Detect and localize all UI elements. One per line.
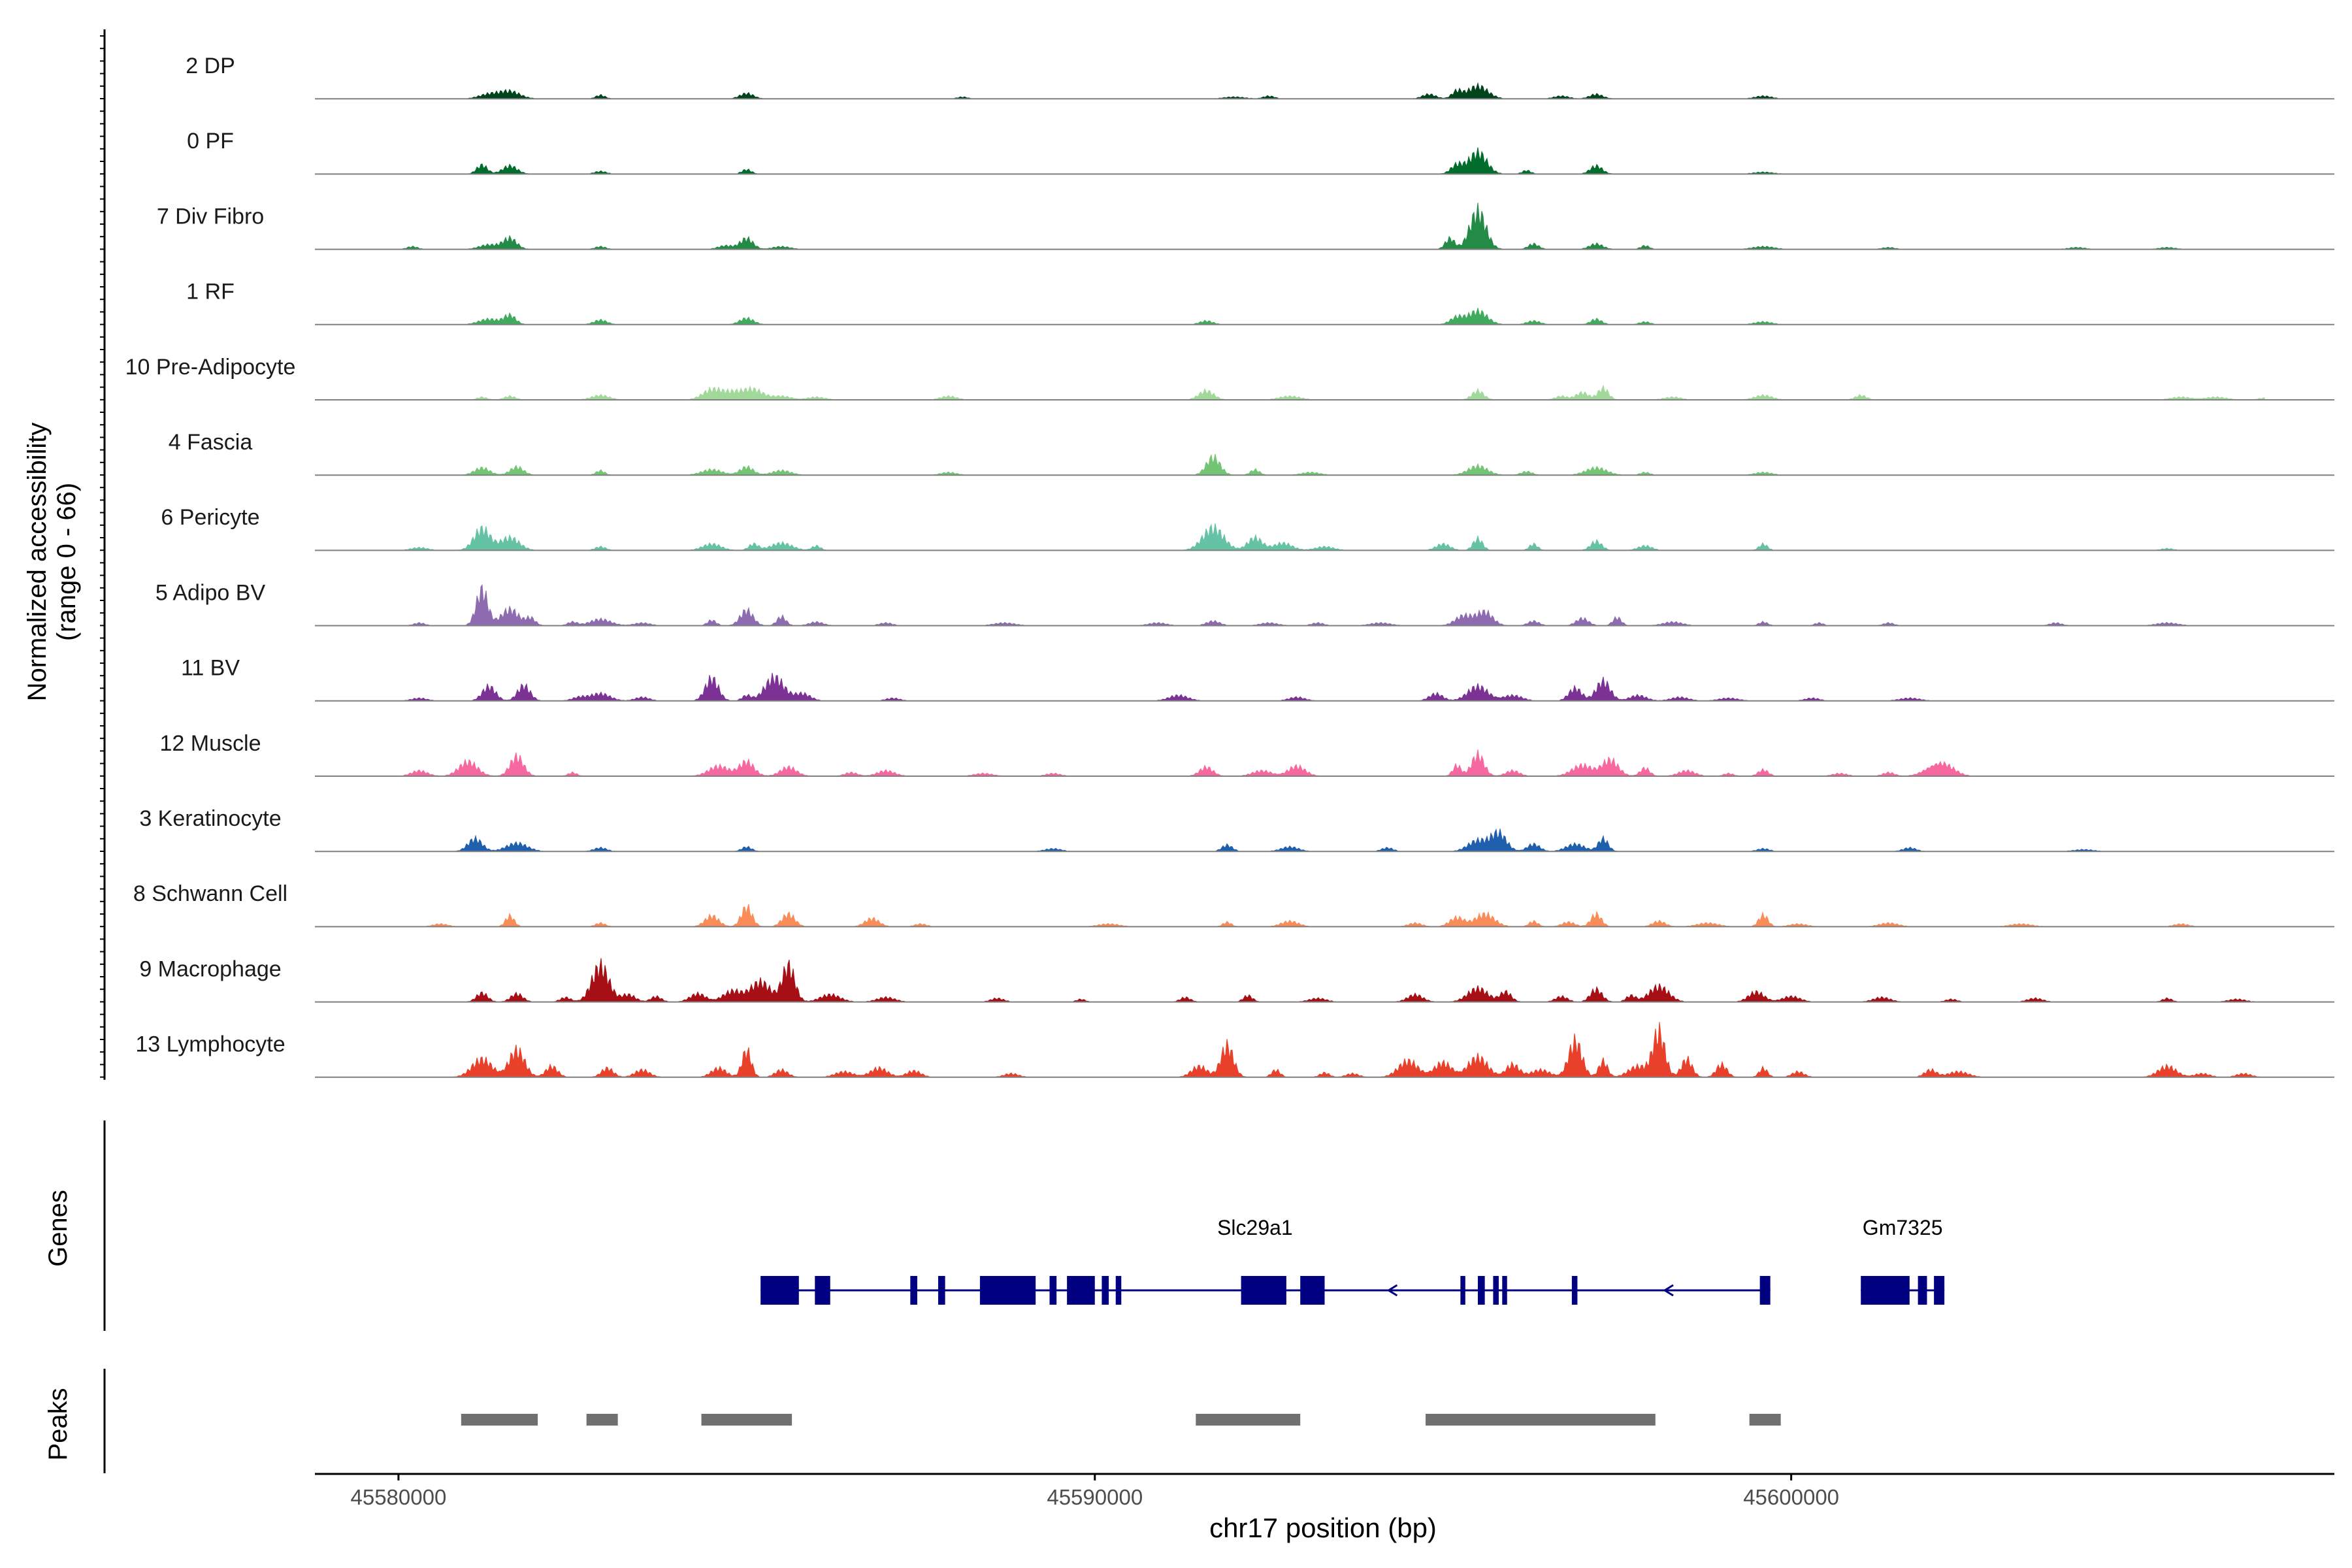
gene-exon xyxy=(1918,1276,1927,1305)
peak-region xyxy=(461,1414,538,1426)
track-label: 2 DP xyxy=(186,54,235,78)
track-12: 8 Schwann Cell xyxy=(133,881,2334,928)
gene-exon xyxy=(1934,1276,1945,1305)
coverage-area xyxy=(399,147,2264,174)
track-label: 3 Keratinocyte xyxy=(139,806,281,831)
track-1: 2 DP xyxy=(186,54,2334,100)
track-14: 13 Lymphocyte xyxy=(135,1022,2334,1078)
gene-exon xyxy=(1102,1276,1109,1305)
gene-exon xyxy=(1861,1276,1910,1305)
track-label: 9 Macrophage xyxy=(139,956,281,981)
track-5: 10 Pre-Adipocyte xyxy=(125,355,2334,400)
gene-1: Slc29a1 xyxy=(760,1216,1771,1305)
coverage-area xyxy=(399,828,2264,852)
x-tick-label: 45600000 xyxy=(1743,1485,1839,1509)
gene-name: Gm7325 xyxy=(1863,1216,1943,1239)
track-label: 10 Pre-Adipocyte xyxy=(125,355,296,380)
gene-exon xyxy=(938,1276,945,1305)
track-6: 4 Fascia xyxy=(169,430,2334,476)
track-9: 11 BV xyxy=(181,656,2334,702)
gene-exon xyxy=(1571,1276,1578,1305)
x-tick-label: 45580000 xyxy=(350,1485,446,1509)
track-label: 12 Muscle xyxy=(160,731,261,756)
track-label: 1 RF xyxy=(186,280,235,304)
coverage-area xyxy=(399,384,2265,400)
coverage-area xyxy=(399,453,2264,476)
gene-name: Slc29a1 xyxy=(1217,1216,1293,1239)
track-label: 13 Lymphocyte xyxy=(135,1032,285,1057)
coverage-area xyxy=(399,308,2264,325)
gene-exon xyxy=(1049,1276,1057,1305)
gene-exon xyxy=(1300,1276,1325,1305)
y-axis xyxy=(100,29,106,1080)
coverage-tracks: 2 DP 0 PF 7 Div Fibro 1 RF 10 Pre-Adipocyte 4… xyxy=(125,54,2334,1078)
peak-region xyxy=(1426,1414,1656,1426)
coverage-area xyxy=(399,523,2264,551)
gene-exon xyxy=(815,1276,830,1305)
gene-2: Gm7325 xyxy=(1861,1216,1945,1305)
gene-exon xyxy=(1241,1276,1286,1305)
gene-exon xyxy=(1759,1276,1771,1305)
peak-region xyxy=(701,1414,792,1426)
strand-arrow xyxy=(1663,1284,1674,1297)
track-4: 1 RF xyxy=(186,280,2334,325)
gene-exon xyxy=(760,1276,799,1305)
gene-exon xyxy=(1477,1276,1485,1305)
y-axis-range-label: (range 0 - 66) xyxy=(52,483,81,641)
coverage-area xyxy=(399,583,2264,627)
gene-exon xyxy=(979,1276,1036,1305)
gene-exon xyxy=(910,1276,917,1305)
x-tick-label: 45590000 xyxy=(1047,1485,1143,1509)
track-10: 12 Muscle xyxy=(160,731,2334,777)
track-8: 5 Adipo BV xyxy=(155,580,2334,627)
track-label: 4 Fascia xyxy=(169,430,253,455)
gene-exon xyxy=(1115,1276,1122,1305)
peaks-panel-label: Peaks xyxy=(44,1388,73,1460)
track-label: 6 Pericyte xyxy=(161,505,259,530)
track-3: 7 Div Fibro xyxy=(157,203,2334,250)
track-13: 9 Macrophage xyxy=(139,956,2334,1003)
track-label: 0 PF xyxy=(187,129,234,154)
track-11: 3 Keratinocyte xyxy=(139,806,2334,853)
gene-exon xyxy=(1460,1276,1465,1305)
peak-region xyxy=(1749,1414,1781,1426)
peak-region xyxy=(1196,1414,1301,1426)
peaks-panel xyxy=(103,1369,1781,1473)
gene-exon xyxy=(1502,1276,1507,1305)
x-axis-label: chr17 position (bp) xyxy=(1209,1512,1437,1543)
track-7: 6 Pericyte xyxy=(161,505,2334,551)
y-axis-label: Normalized accessibility xyxy=(23,423,52,702)
track-label: 11 BV xyxy=(181,656,240,681)
track-2: 0 PF xyxy=(187,129,2334,175)
coverage-area xyxy=(399,904,2264,927)
peak-region xyxy=(586,1414,618,1426)
genes-panel: Slc29a1 Gm7325 xyxy=(103,1120,1945,1331)
coverage-area xyxy=(399,1022,2264,1078)
strand-arrow xyxy=(1386,1284,1398,1297)
track-label: 8 Schwann Cell xyxy=(133,881,287,906)
coverage-area xyxy=(399,82,2264,99)
gene-exon xyxy=(1493,1276,1499,1305)
track-label: 7 Div Fibro xyxy=(157,204,264,229)
coverage-area xyxy=(399,203,2264,250)
track-label: 5 Adipo BV xyxy=(155,580,266,605)
x-axis: 45580000 45590000 45600000 xyxy=(315,1473,2334,1509)
genes-panel-label: Genes xyxy=(44,1190,73,1267)
coverage-area xyxy=(399,958,2264,1003)
gene-exon xyxy=(1067,1276,1095,1305)
coverage-area xyxy=(399,749,2264,777)
coverage-area xyxy=(399,672,2264,702)
